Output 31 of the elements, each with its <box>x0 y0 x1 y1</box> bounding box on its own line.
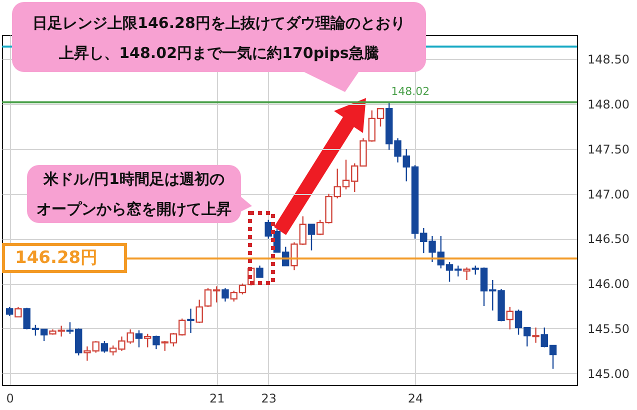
x-tick-label: 0 <box>6 392 14 406</box>
y-tick-label: 148.00 <box>588 98 630 112</box>
text: 日足レンジ上限146.28円を上抜けてダウ理論のとおり <box>32 13 406 34</box>
x-tick-label: 23 <box>261 392 277 406</box>
y-tick-label: 146.00 <box>588 277 630 292</box>
ref-line-label: 148.02 <box>391 85 430 98</box>
candlestick <box>308 224 316 251</box>
candlestick <box>187 308 194 334</box>
candlestick <box>14 306 22 318</box>
candlestick <box>256 265 264 278</box>
x-tick-label: 21 <box>209 392 225 406</box>
annotation: 米ドル/円1時間足は週初の <box>42 169 226 190</box>
candlestick <box>100 340 108 354</box>
candlestick <box>152 335 160 350</box>
annotation: 上昇し、148.02円まで一気に約170pips急騰 <box>58 43 380 64</box>
candlestick <box>506 306 514 330</box>
candlestick <box>144 333 152 348</box>
ref-line-label: 146.28円 <box>2 243 127 274</box>
candlestick <box>222 287 229 302</box>
candlestick <box>463 266 470 281</box>
y-tick-label: 145.50 <box>588 322 630 336</box>
y-tick-label: 147.50 <box>588 142 630 156</box>
candlestick <box>135 330 143 348</box>
candlestick <box>196 299 203 324</box>
candlestick <box>532 326 540 344</box>
annotation: オープンから窓を開けて上昇 <box>36 199 232 220</box>
y-tick-label: 145.00 <box>588 366 630 381</box>
x-tick-label: 24 <box>408 392 424 406</box>
y-tick-label: 148.50 <box>588 52 630 67</box>
y-tick-label: 146.50 <box>588 232 630 246</box>
y-tick-label: 147.00 <box>588 187 630 202</box>
